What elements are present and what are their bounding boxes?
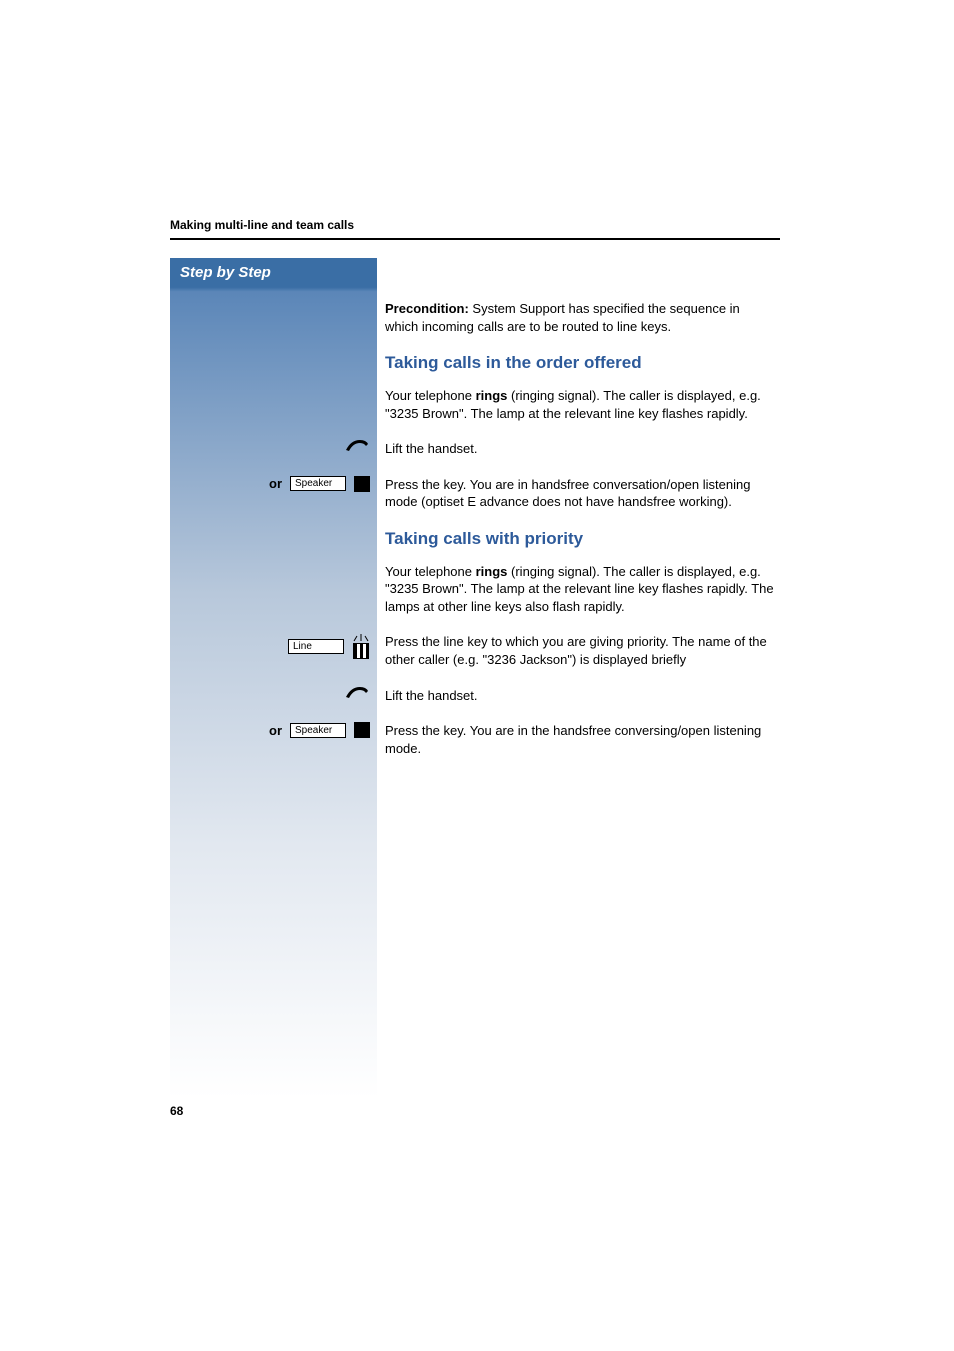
lift-handset-text-2: Lift the handset. (385, 687, 775, 705)
section2-intro: Your telephone rings (ringing signal). T… (385, 563, 775, 616)
speaker-controls: or Speaker (170, 476, 370, 492)
section1-heading: Taking calls in the order offered (385, 353, 775, 373)
speaker-key: Speaker (290, 476, 346, 491)
lift-handset-text: Lift the handset. (385, 440, 775, 458)
content: Precondition: System Support has specifi… (385, 300, 775, 775)
speaker-controls-2: or Speaker (170, 722, 370, 738)
led-icon (354, 476, 370, 492)
sidebar: Step by Step (170, 258, 377, 1098)
section2-heading: Taking calls with priority (385, 529, 775, 549)
speaker-text: Press the key. You are in handsfree conv… (385, 476, 775, 511)
or-label-2: or (269, 723, 282, 738)
line-controls: Line (170, 633, 370, 659)
handset-icon (344, 436, 370, 454)
sidebar-title: Step by Step (170, 258, 377, 287)
page-header: Making multi-line and team calls (170, 218, 780, 240)
speaker-key-row-2: or Speaker Press the key. You are in the… (385, 722, 775, 757)
flash-rays-icon (352, 633, 370, 643)
lift-handset-row-2: Lift the handset. (385, 687, 775, 705)
or-label: or (269, 476, 282, 491)
precondition-label: Precondition: (385, 301, 469, 316)
led-flashing (352, 633, 370, 659)
precondition-text: Precondition: System Support has specifi… (385, 300, 775, 335)
line-key-row: Line Press the line key to which you are… (385, 633, 775, 668)
page-number: 68 (170, 1104, 183, 1118)
speaker-key-2: Speaker (290, 723, 346, 738)
handset-icon (344, 683, 370, 701)
led-striped-icon (353, 643, 369, 659)
led-icon-2 (354, 722, 370, 738)
line-key: Line (288, 639, 344, 654)
line-text: Press the line key to which you are givi… (385, 633, 775, 668)
speaker-key-row: or Speaker Press the key. You are in han… (385, 476, 775, 511)
speaker-text-2: Press the key. You are in the handsfree … (385, 722, 775, 757)
page-container: Making multi-line and team calls (170, 218, 780, 260)
lift-handset-row: Lift the handset. (385, 440, 775, 458)
section1-intro: Your telephone rings (ringing signal). T… (385, 387, 775, 422)
